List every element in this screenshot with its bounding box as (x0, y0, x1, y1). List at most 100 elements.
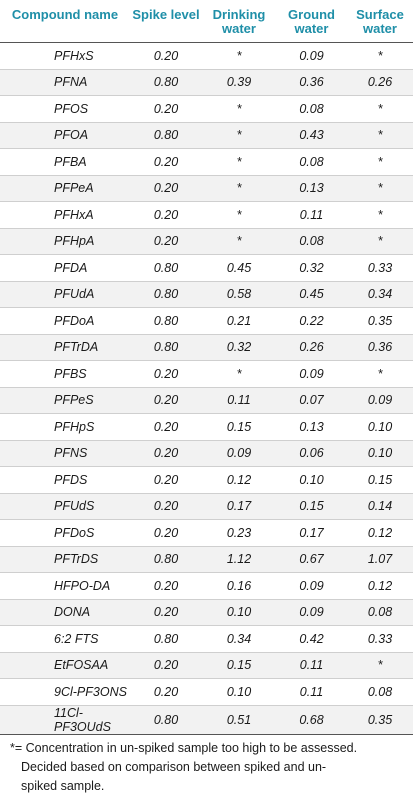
compound-name-cell: HFPO-DA (0, 572, 130, 600)
surface-water-cell: 0.33 (347, 625, 413, 653)
drinking-water-cell: * (202, 201, 276, 229)
surface-water-cell: 0.10 (347, 440, 413, 467)
table-row: PFBA 0.20 * 0.08 * (0, 148, 413, 176)
ground-water-cell: 0.22 (276, 307, 347, 335)
ground-water-cell: 0.09 (276, 572, 347, 600)
drinking-water-cell: * (202, 122, 276, 149)
compound-name-cell: PFNS (0, 440, 130, 467)
ground-water-cell: 0.13 (276, 413, 347, 441)
table-row: PFUdS 0.20 0.17 0.15 0.14 (0, 493, 413, 520)
table-row: PFDS 0.20 0.12 0.10 0.15 (0, 466, 413, 494)
ground-water-cell: 0.13 (276, 175, 347, 202)
ground-water-cell: 0.42 (276, 625, 347, 653)
table-row: 6:2 FTS 0.80 0.34 0.42 0.33 (0, 625, 413, 653)
drinking-water-cell: 0.09 (202, 440, 276, 467)
compound-name-cell: PFHxA (0, 201, 130, 229)
compound-name-cell: PFOA (0, 122, 130, 149)
spike-level-cell: 0.20 (130, 572, 202, 600)
table-row: PFHpA 0.20 * 0.08 * (0, 228, 413, 255)
footnote-line-3: spiked sample. (21, 779, 105, 793)
surface-water-cell: * (347, 95, 413, 123)
surface-water-cell: 0.35 (347, 307, 413, 335)
compound-name-cell: PFTrDA (0, 334, 130, 361)
drinking-water-cell: 0.21 (202, 307, 276, 335)
compound-name-cell: PFTrDS (0, 546, 130, 573)
surface-water-cell: 0.08 (347, 599, 413, 626)
drinking-water-cell: * (202, 42, 276, 70)
surface-water-cell: * (347, 148, 413, 176)
surface-water-cell: 0.35 (347, 705, 413, 735)
footnote: *= Concentration in un-spiked sample too… (10, 739, 405, 796)
spike-level-cell: 0.20 (130, 387, 202, 414)
surface-water-cell: 1.07 (347, 546, 413, 573)
compound-name-cell: PFBA (0, 148, 130, 176)
drinking-water-cell: 0.16 (202, 572, 276, 600)
ground-water-cell: 0.15 (276, 493, 347, 520)
drinking-water-cell: 0.34 (202, 625, 276, 653)
spike-level-cell: 0.80 (130, 625, 202, 653)
compound-name-cell: DONA (0, 599, 130, 626)
compound-name-cell: PFDoA (0, 307, 130, 335)
drinking-water-cell: * (202, 148, 276, 176)
drinking-water-cell: 0.51 (202, 705, 276, 735)
ground-water-cell: 0.11 (276, 201, 347, 229)
compound-name-cell: PFBS (0, 360, 130, 388)
surface-water-cell: * (347, 652, 413, 679)
table-row: 9Cl-PF3ONS 0.20 0.10 0.11 0.08 (0, 678, 413, 706)
ground-water-cell: 0.32 (276, 254, 347, 282)
table-row: PFDoA 0.80 0.21 0.22 0.35 (0, 307, 413, 335)
ground-water-cell: 0.11 (276, 652, 347, 679)
drinking-water-cell: 1.12 (202, 546, 276, 573)
spike-level-cell: 0.20 (130, 175, 202, 202)
table-row: PFDA 0.80 0.45 0.32 0.33 (0, 254, 413, 282)
ground-water-cell: 0.26 (276, 334, 347, 361)
ground-water-cell: 0.06 (276, 440, 347, 467)
ground-water-cell: 0.67 (276, 546, 347, 573)
table-row: PFOS 0.20 * 0.08 * (0, 95, 413, 123)
spike-level-cell: 0.80 (130, 705, 202, 735)
surface-water-cell: 0.33 (347, 254, 413, 282)
ground-water-cell: 0.11 (276, 678, 347, 706)
drinking-water-cell: 0.39 (202, 69, 276, 96)
drinking-water-cell: 0.10 (202, 599, 276, 626)
compound-name-cell: 11Cl-PF3OUdS (0, 705, 130, 735)
spike-level-cell: 0.20 (130, 228, 202, 255)
ground-water-cell: 0.08 (276, 95, 347, 123)
surface-water-cell: 0.15 (347, 466, 413, 494)
ground-water-cell: 0.17 (276, 519, 347, 547)
compound-name-cell: 6:2 FTS (0, 625, 130, 653)
ground-water-cell: 0.09 (276, 599, 347, 626)
drinking-water-cell: * (202, 360, 276, 388)
ground-water-cell: 0.68 (276, 705, 347, 735)
surface-water-cell: 0.09 (347, 387, 413, 414)
compound-name-cell: PFDA (0, 254, 130, 282)
table-row: PFBS 0.20 * 0.09 * (0, 360, 413, 388)
compound-name-cell: PFDS (0, 466, 130, 494)
drinking-water-cell: * (202, 228, 276, 255)
ground-water-cell: 0.08 (276, 228, 347, 255)
spike-level-cell: 0.20 (130, 95, 202, 123)
results-table: Compound name Spike level Drinking water Gr… (0, 7, 413, 735)
surface-water-cell: 0.12 (347, 519, 413, 547)
compound-name-cell: PFPeS (0, 387, 130, 414)
spike-level-cell: 0.20 (130, 42, 202, 70)
table-row: PFOA 0.80 * 0.43 * (0, 122, 413, 149)
spike-level-cell: 0.80 (130, 307, 202, 335)
results-table-container: Compound name Spike level Drinking water Gr… (0, 7, 413, 735)
spike-level-cell: 0.20 (130, 201, 202, 229)
spike-level-cell: 0.80 (130, 69, 202, 96)
surface-water-cell: 0.08 (347, 678, 413, 706)
drinking-water-cell: 0.10 (202, 678, 276, 706)
table-row: PFTrDA 0.80 0.32 0.26 0.36 (0, 334, 413, 361)
compound-name-cell: EtFOSAA (0, 652, 130, 679)
table-row: PFNA 0.80 0.39 0.36 0.26 (0, 69, 413, 96)
ground-water-cell: 0.10 (276, 466, 347, 494)
header-compound-name: Compound name (11, 7, 119, 22)
footnote-line-2: Decided based on comparison between spik… (21, 760, 327, 774)
surface-water-cell: 0.36 (347, 334, 413, 361)
spike-level-cell: 0.20 (130, 519, 202, 547)
drinking-water-cell: 0.58 (202, 281, 276, 308)
drinking-water-cell: 0.32 (202, 334, 276, 361)
compound-name-cell: PFPeA (0, 175, 130, 202)
compound-name-cell: PFHpA (0, 228, 130, 255)
